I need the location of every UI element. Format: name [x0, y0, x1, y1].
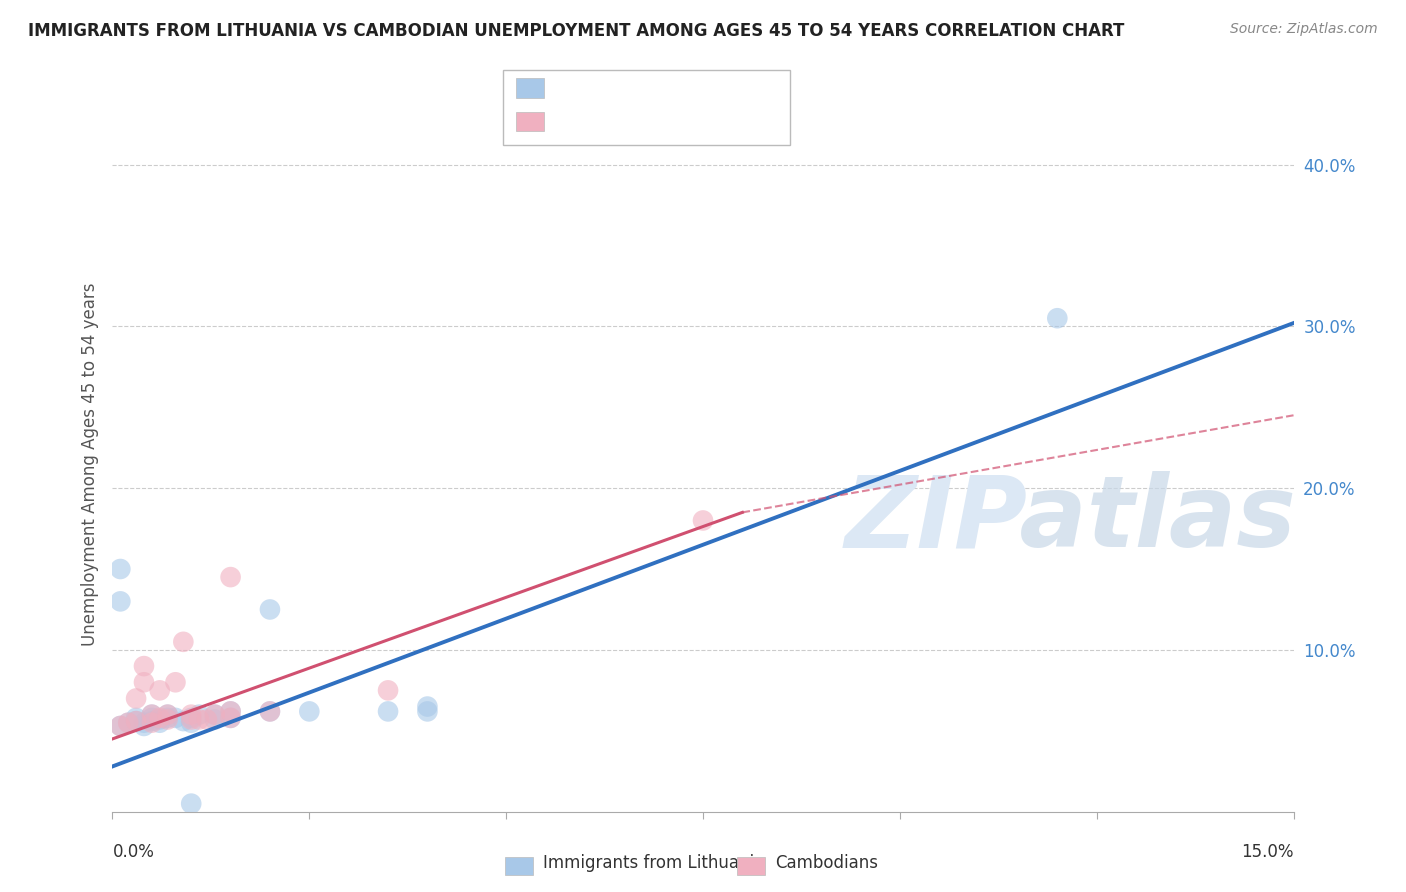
- Text: 0.0%: 0.0%: [112, 843, 155, 861]
- Point: [377, 705, 399, 719]
- Point: [110, 719, 132, 733]
- Point: [1046, 311, 1069, 326]
- Point: [141, 715, 163, 730]
- Point: [692, 513, 714, 527]
- Text: 25: 25: [673, 112, 696, 129]
- Point: [204, 707, 226, 722]
- Point: [156, 707, 179, 722]
- Point: [117, 715, 139, 730]
- Point: [141, 707, 163, 722]
- Point: [132, 715, 155, 730]
- Point: [149, 711, 172, 725]
- Point: [377, 683, 399, 698]
- Text: 26: 26: [673, 78, 696, 96]
- Text: Source: ZipAtlas.com: Source: ZipAtlas.com: [1230, 22, 1378, 37]
- Point: [141, 707, 163, 722]
- Text: atlas: atlas: [845, 471, 1295, 568]
- Point: [125, 714, 148, 728]
- Text: 0.777: 0.777: [585, 78, 638, 96]
- Point: [141, 714, 163, 728]
- Point: [195, 713, 218, 727]
- Text: N =: N =: [631, 78, 679, 96]
- Point: [149, 683, 172, 698]
- Text: ZIP: ZIP: [845, 471, 1028, 568]
- Point: [132, 675, 155, 690]
- Point: [125, 714, 148, 728]
- Point: [165, 675, 187, 690]
- Text: N =: N =: [631, 112, 679, 129]
- Point: [132, 719, 155, 733]
- Point: [149, 713, 172, 727]
- Point: [219, 570, 242, 584]
- Point: [156, 711, 179, 725]
- Point: [188, 707, 211, 722]
- Point: [204, 707, 226, 722]
- Text: 15.0%: 15.0%: [1241, 843, 1294, 861]
- Text: Immigrants from Lithuania: Immigrants from Lithuania: [543, 855, 763, 872]
- Text: 0.659: 0.659: [585, 112, 637, 129]
- Point: [156, 707, 179, 722]
- Text: R =: R =: [554, 78, 591, 96]
- Point: [132, 659, 155, 673]
- Text: Cambodians: Cambodians: [775, 855, 877, 872]
- Point: [180, 707, 202, 722]
- Point: [219, 711, 242, 725]
- Point: [259, 602, 281, 616]
- Point: [180, 713, 202, 727]
- Point: [141, 711, 163, 725]
- Point: [180, 797, 202, 811]
- Y-axis label: Unemployment Among Ages 45 to 54 years: Unemployment Among Ages 45 to 54 years: [80, 282, 98, 646]
- Point: [259, 705, 281, 719]
- Point: [125, 711, 148, 725]
- Point: [416, 705, 439, 719]
- Point: [172, 635, 194, 649]
- Point: [110, 594, 132, 608]
- Point: [298, 705, 321, 719]
- Point: [117, 715, 139, 730]
- Text: IMMIGRANTS FROM LITHUANIA VS CAMBODIAN UNEMPLOYMENT AMONG AGES 45 TO 54 YEARS CO: IMMIGRANTS FROM LITHUANIA VS CAMBODIAN U…: [28, 22, 1125, 40]
- Point: [219, 705, 242, 719]
- Point: [180, 715, 202, 730]
- Point: [204, 713, 226, 727]
- Point: [149, 715, 172, 730]
- Point: [188, 713, 211, 727]
- Point: [156, 713, 179, 727]
- Point: [165, 711, 187, 725]
- Point: [110, 719, 132, 733]
- Point: [125, 691, 148, 706]
- Point: [172, 714, 194, 728]
- Point: [219, 711, 242, 725]
- Point: [110, 562, 132, 576]
- Point: [180, 711, 202, 725]
- Point: [416, 699, 439, 714]
- Point: [259, 705, 281, 719]
- Point: [219, 705, 242, 719]
- Text: R =: R =: [554, 112, 591, 129]
